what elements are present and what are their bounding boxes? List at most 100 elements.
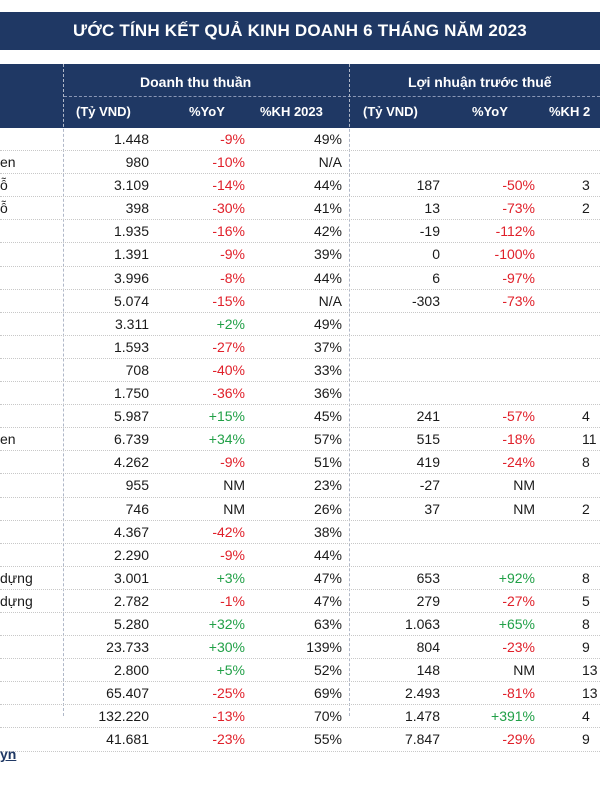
pbt-plan-percent: 2 [582,500,590,517]
revenue-plan-percent: 39% [313,246,342,263]
pbt-plan-percent: 5 [582,592,590,609]
revenue-plan-percent: 70% [313,708,342,725]
revenue-value: 5.280 [113,615,149,632]
revenue-value: 6.739 [113,431,149,448]
table-row: 65.407 -25% 69% 2.493 -81% 13 [0,682,600,706]
revenue-plan-percent: 55% [313,731,342,748]
pbt-value: 6 [432,269,440,286]
pbt-yoy: NM [513,662,535,679]
revenue-yoy: -16% [212,223,245,240]
table-row: 23.733 +30% 139% 804 -23% 9 [0,636,600,660]
table-row: 3.996 -8% 44% 6 -97% [0,267,600,290]
pbt-yoy: -24% [502,454,535,471]
pbt-yoy: -50% [502,177,535,194]
revenue-value: 4.367 [113,523,149,540]
table-row: en 980 -10% N/A [0,151,600,175]
table-row: 2.290 -9% 44% [0,544,600,567]
revenue-yoy: +2% [216,315,245,332]
revenue-yoy: +3% [216,569,245,586]
revenue-plan-percent: 26% [313,500,342,517]
revenue-value: 1.448 [113,131,149,147]
pbt-value: 1.063 [404,615,440,632]
pbt-yoy: -97% [502,269,535,286]
table-row: 41.681 -23% 55% 7.847 -29% 9 [0,728,600,752]
pbt-value: 241 [416,408,440,425]
pbt-value: -303 [411,292,440,309]
table-row: 746 NM 26% 37 NM 2 [0,498,600,521]
table-row: en 6.739 +34% 57% 515 -18% 11 [0,428,600,452]
revenue-yoy: -30% [212,200,245,217]
revenue-yoy: +34% [208,431,245,448]
revenue-value: 5.987 [113,408,149,425]
pbt-yoy: +92% [498,569,535,586]
pbt-value: 2.493 [404,685,440,702]
revenue-plan-percent: 47% [313,592,342,609]
pbt-value: 37 [424,500,440,517]
source-link[interactable]: yn [0,746,17,762]
revenue-yoy: -13% [212,708,245,725]
revenue-value: 980 [125,154,149,171]
pbt-yoy: +391% [491,708,535,725]
revenue-plan-percent: 44% [313,546,342,563]
table-row: 132.220 -13% 70% 1.478 +391% 4 [0,705,600,729]
title-bar: ƯỚC TÍNH KẾT QUẢ KINH DOANH 6 THÁNG NĂM … [0,0,600,60]
pbt-yoy: NM [513,477,535,494]
revenue-yoy: +5% [216,662,245,679]
pbt-plan-percent: 9 [582,639,590,656]
table-row: 3.311 +2% 49% [0,313,600,336]
header-pbt-unit: (Tỷ VND) [363,104,418,119]
column-divider-middle [349,64,350,716]
revenue-yoy: +32% [208,615,245,632]
header-rev-unit: (Tỷ VND) [76,104,131,119]
table-row: ỗ 398 -30% 41% 13 -73% 2 [0,197,600,221]
table-row: 1.391 -9% 39% 0 -100% [0,243,600,267]
revenue-yoy: -8% [220,269,245,286]
header-divider [64,96,600,97]
pbt-plan-percent: 9 [582,731,590,748]
revenue-yoy: -14% [212,177,245,194]
revenue-plan-percent: 49% [313,131,342,147]
pbt-plan-percent: 8 [582,615,590,632]
row-name: ỗ [0,200,8,217]
pbt-value: 1.478 [404,708,440,725]
page-title: ƯỚC TÍNH KẾT QUẢ KINH DOANH 6 THÁNG NĂM … [73,21,527,40]
pbt-plan-percent: 3 [582,177,590,194]
pbt-yoy: -112% [495,223,535,240]
table-row: 1.593 -27% 37% [0,336,600,359]
pbt-yoy: -29% [502,731,535,748]
table-row: 708 -40% 33% [0,359,600,383]
table-row: 5.074 -15% N/A -303 -73% [0,290,600,313]
row-name: en [0,431,16,448]
table-row: 1.448 -9% 49% [0,128,600,152]
table-row: 955 NM 23% -27 NM [0,474,600,498]
header-revenue-group: Doanh thu thuần [140,74,252,90]
row-name: dựng [0,592,33,609]
pbt-value: -19 [419,223,440,240]
pbt-yoy: -57% [502,408,535,425]
revenue-plan-percent: 57% [313,431,342,448]
pbt-plan-percent: 8 [582,569,590,586]
table-row: 4.262 -9% 51% 419 -24% 8 [0,451,600,475]
revenue-yoy: -25% [212,685,245,702]
pbt-value: 7.847 [404,731,440,748]
revenue-value: 23.733 [106,639,149,656]
table-row: dựng 2.782 -1% 47% 279 -27% 5 [0,590,600,613]
revenue-plan-percent: 36% [313,385,342,402]
header-rev-yoy: %YoY [189,104,225,119]
pbt-value: 653 [416,569,440,586]
revenue-yoy: -10% [212,154,245,171]
pbt-yoy: NM [513,500,535,517]
pbt-value: 279 [416,592,440,609]
revenue-yoy: NM [223,500,245,517]
pbt-value: 148 [416,662,440,679]
revenue-yoy: -42% [212,523,245,540]
revenue-plan-percent: 51% [313,454,342,471]
revenue-plan-percent: 38% [313,523,342,540]
revenue-value: 3.311 [115,315,149,332]
header-rev-kh: %KH 2023 [260,104,323,119]
revenue-yoy: NM [223,477,245,494]
row-name: dựng [0,569,33,586]
pbt-yoy: -100% [494,246,535,263]
revenue-value: 1.935 [113,223,149,240]
revenue-yoy: -1% [220,592,245,609]
